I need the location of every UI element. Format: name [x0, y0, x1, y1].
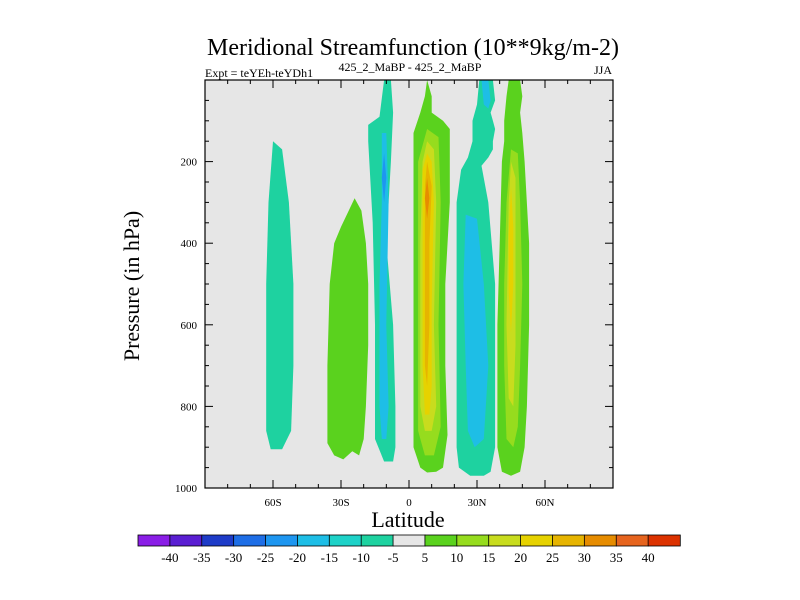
colorbar-swatch: [520, 534, 554, 547]
colorbar-swatch: [615, 534, 649, 547]
axes-group: 60S 30S 0 30N 60N 200 400 600 800 1000: [175, 80, 613, 509]
chart-subtitle: 425_2_MaBP - 425_2_MaBP: [339, 60, 482, 74]
colorbar-swatch: [265, 534, 299, 547]
y-tick-label: 1000: [175, 483, 198, 495]
x-tick-label: 0: [406, 497, 412, 509]
cell-30n-negative-inner: [463, 214, 489, 448]
colorbar-label: -5: [388, 550, 399, 565]
cell-10s-negative-inner: [379, 133, 389, 439]
x-axis-label: Latitude: [371, 507, 444, 532]
colorbar-swatch: [647, 534, 681, 547]
contour-fill-group: [266, 80, 530, 476]
cell-35s-positive: [327, 198, 369, 460]
colorbar-label: 40: [642, 550, 655, 565]
colorbar-label: 30: [578, 550, 591, 565]
colorbar-swatch: [328, 534, 362, 547]
colorbar-swatch: [201, 534, 235, 547]
chart-title: Meridional Streamfunction (10**9kg/m-2): [207, 35, 619, 61]
x-tick-label: 60S: [264, 497, 281, 509]
y-tick-label: 200: [181, 157, 198, 169]
colorbar-swatch: [456, 534, 490, 547]
y-axis-label: Pressure (in hPa): [119, 211, 144, 361]
colorbar-swatch: [488, 534, 522, 547]
colorbar-label: 15: [482, 550, 495, 565]
cell-55n-positive-l4: [508, 186, 514, 333]
colorbar-swatch: [424, 534, 458, 547]
colorbar-label: -15: [321, 550, 338, 565]
colorbar-label: -25: [257, 550, 274, 565]
colorbar-swatch: [360, 534, 394, 547]
y-tick-label: 800: [181, 401, 198, 413]
colorbar-label: -20: [289, 550, 306, 565]
colorbar-swatch: [137, 534, 171, 547]
season-label: JJA: [594, 63, 612, 77]
colorbar-label: -30: [225, 550, 242, 565]
experiment-label: Expt = teYEh-teYDh1: [205, 66, 313, 80]
x-tick-label: 30N: [468, 497, 487, 509]
cell-60s-negative: [266, 141, 294, 450]
colorbar-swatch: [552, 534, 586, 547]
colorbar-swatch: [233, 534, 267, 547]
colorbar-swatch: [583, 534, 617, 547]
colorbar-label: 5: [422, 550, 429, 565]
colorbar-label: 25: [546, 550, 559, 565]
y-tick-label: 600: [181, 320, 198, 332]
colorbar-swatch: [169, 534, 203, 547]
colorbar-label: 35: [610, 550, 623, 565]
y-tick-label: 400: [181, 238, 198, 250]
colorbar-swatch: [297, 534, 330, 547]
cell-10s-negative-core: [381, 153, 387, 203]
colorbar: -40 -35 -30 -25 -20 -15 -10 -5 5 10 15 20 25 30 35 40: [137, 534, 681, 565]
colorbar-label: 20: [514, 550, 527, 565]
x-tick-label: 60N: [536, 497, 555, 509]
colorbar-label: -10: [353, 550, 370, 565]
cell-10n-positive-core: [424, 177, 430, 219]
x-tick-label: 30S: [332, 497, 349, 509]
colorbar-label: -40: [161, 550, 178, 565]
colorbar-swatch: [392, 534, 426, 547]
colorbar-label: 10: [450, 550, 463, 565]
colorbar-label: -35: [193, 550, 210, 565]
cell-10n-positive-l5: [424, 161, 432, 386]
cell-30n-negative-upper: [481, 80, 491, 109]
